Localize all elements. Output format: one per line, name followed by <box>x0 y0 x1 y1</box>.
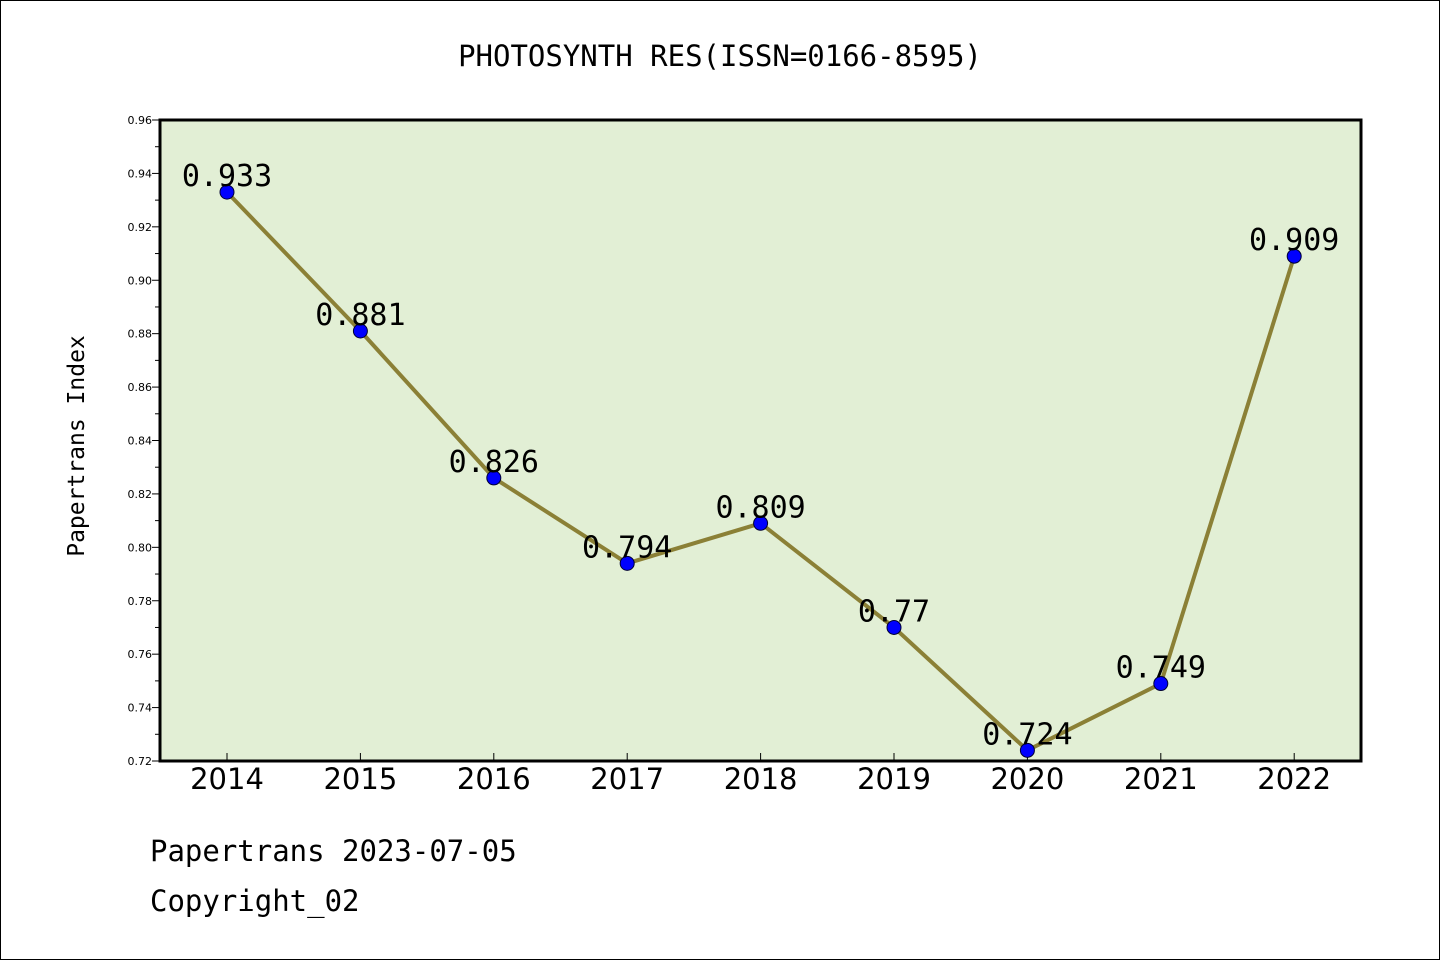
data-label: 0.749 <box>1116 651 1206 686</box>
data-point <box>1153 676 1169 692</box>
footer-source: Papertrans 2023-07-05 <box>150 834 517 868</box>
data-label: 0.724 <box>982 717 1072 752</box>
data-point <box>486 470 502 486</box>
y-tick-label: 0.86 <box>128 381 153 394</box>
data-label: 0.794 <box>582 530 672 565</box>
x-tick-label: 2019 <box>857 762 931 796</box>
y-tick-label: 0.96 <box>128 114 153 127</box>
data-label: 0.77 <box>858 594 930 629</box>
x-tick-label: 2017 <box>590 762 664 796</box>
chart-title: PHOTOSYNTH RES(ISSN=0166-8595) <box>458 39 982 73</box>
x-tick-label: 2022 <box>1257 762 1331 796</box>
data-label: 0.809 <box>715 490 805 525</box>
y-tick-label: 0.78 <box>128 595 153 608</box>
x-tick-label: 2018 <box>724 762 798 796</box>
data-label: 0.933 <box>182 159 272 194</box>
y-axis-label: Papertrans Index <box>64 335 90 557</box>
data-label: 0.909 <box>1249 223 1339 258</box>
y-tick-label: 0.88 <box>128 328 153 341</box>
x-tick-label: 2016 <box>457 762 531 796</box>
plot-area <box>158 118 1363 763</box>
y-axis-ticks: 0.72 0.74 0.76 0.78 0.80 0.82 0.84 0.86 0.88 0.90… <box>128 114 160 768</box>
y-tick-label: 0.72 <box>128 755 153 768</box>
x-axis-ticks: 2014 2015 2016 2017 2018 2019 2020 2021 2022 <box>190 753 1331 796</box>
y-tick-label: 0.74 <box>128 702 153 715</box>
data-point <box>1286 248 1302 264</box>
y-tick-label: 0.90 <box>128 274 153 287</box>
data-label: 0.826 <box>449 445 539 480</box>
data-point <box>352 323 368 339</box>
data-point <box>753 515 769 531</box>
y-tick-label: 0.80 <box>128 541 153 554</box>
y-tick-label: 0.94 <box>128 167 153 180</box>
y-tick-label: 0.82 <box>128 488 153 501</box>
footer-copyright: Copyright_02 <box>150 884 360 918</box>
y-tick-label: 0.92 <box>128 221 153 234</box>
x-tick-label: 2014 <box>190 762 264 796</box>
y-tick-label: 0.84 <box>128 435 153 448</box>
x-tick-label: 2021 <box>1124 762 1198 796</box>
data-label: 0.881 <box>315 298 405 333</box>
data-point <box>1019 742 1035 758</box>
x-tick-label: 2020 <box>990 762 1064 796</box>
data-point <box>219 184 235 200</box>
data-point <box>886 619 902 635</box>
data-point <box>619 555 635 571</box>
series-group: 0.933 0.881 0.826 0.794 0.809 0.77 0.724 0.749 0… <box>182 159 1339 758</box>
x-tick-label: 2015 <box>323 762 397 796</box>
y-tick-label: 0.76 <box>128 648 153 661</box>
